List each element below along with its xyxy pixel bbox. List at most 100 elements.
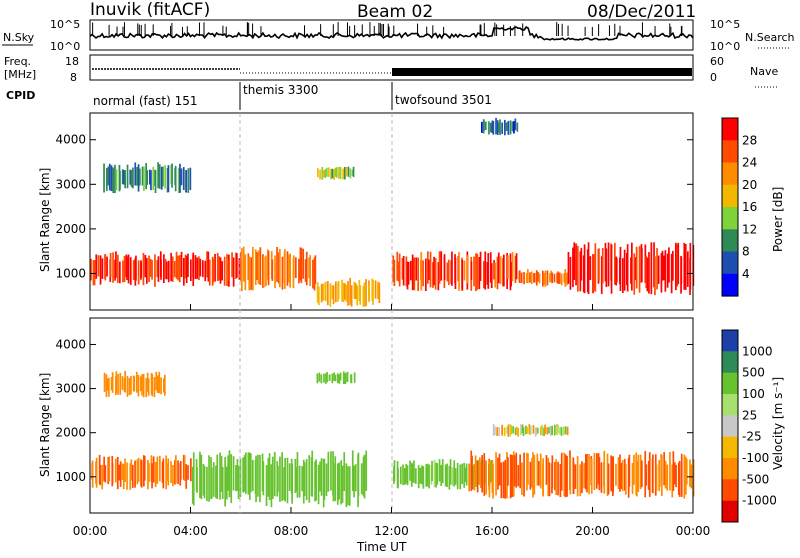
scatter-cell [337,281,340,299]
scatter-cell [478,257,481,289]
scatter-cell [157,256,160,282]
scatter-cell [167,165,170,193]
scatter-cell [162,166,164,187]
scatter-cell [295,257,297,278]
scatter-cell [263,256,265,288]
scatter-cell [142,373,145,398]
scatter-cell [237,465,240,500]
scatter-cell [604,242,607,282]
scatter-cell [294,459,297,493]
scatter-cell [374,280,377,299]
scatter-cell [104,465,107,483]
scatter-cell [134,162,137,186]
scatter-cell [315,459,317,501]
power-y-ticks: 1000 2000 3000 4000 [55,133,693,280]
scatter-cell [393,259,396,286]
scatter-cell [163,378,165,393]
scatter-cell [311,450,314,497]
scatter-cell [480,463,482,488]
scatter-cell [372,279,374,305]
scatter-cell [101,258,104,279]
scatter-cell [499,119,501,136]
colorbar-segment [722,479,738,502]
scatter-cell [498,426,500,436]
scatter-cell [623,458,626,491]
scatter-cell [363,282,366,307]
scatter-cell [235,252,237,279]
scatter-cell [514,427,517,436]
scatter-cell [265,465,268,506]
scatter-cell [523,272,525,285]
scatter-cell [108,377,110,397]
scatter-cell [259,454,261,503]
freq-label-2: [MHz] [4,68,36,81]
scatter-cell [410,462,413,487]
nsearch-tick-top: 10^5 [710,18,740,31]
scatter-cell [126,376,129,397]
scatter-cell [119,170,121,190]
scatter-cell [490,460,492,483]
scatter-cell [207,251,210,282]
scatter-cell [352,166,355,177]
scatter-cell [441,459,444,484]
scatter-cell [492,463,494,499]
scatter-cell [336,463,339,505]
scatter-cell [507,457,509,486]
scatter-cell [164,258,167,280]
scatter-cell [498,453,501,486]
scatter-cell [139,376,142,392]
scatter-cell [365,279,367,307]
scatter-cell [152,166,155,191]
scatter-cell [191,466,194,504]
scatter-cell [626,244,629,292]
scatter-cell [641,460,643,488]
scatter-cell [410,260,412,281]
scatter-cell [448,465,451,490]
scatter-cell [658,460,660,492]
scatter-cell [353,465,355,498]
scatter-cell [145,163,147,190]
scatter-cell [607,463,610,495]
scatter-cell [538,461,540,486]
scatter-cell [122,464,125,490]
scatter-cell [409,460,411,481]
scatter-cell [322,170,325,178]
scatter-cell [421,465,423,485]
scatter-cell [206,466,208,502]
scatter-cell [190,458,192,482]
scatter-cell [214,253,216,282]
scatter-cell [338,166,340,179]
scatter-cell [504,459,507,499]
nsky-tick-bottom: 10^0 [50,40,80,53]
scatter-cell [226,466,228,500]
scatter-cell [509,120,512,135]
scatter-cell [343,452,346,492]
scatter-cell [328,374,331,381]
scatter-cell [633,454,635,485]
scatter-cell [536,427,539,434]
scatter-cell [151,463,153,489]
x-tick-label: 20:00 [575,524,610,538]
scatter-cell [189,167,192,191]
scatter-cell [185,255,188,283]
scatter-cell [324,281,327,302]
scatter-cell [177,255,179,281]
nsearch-label: N.Search [745,31,795,44]
scatter-cell [541,424,544,436]
scatter-cell [333,372,335,381]
scatter-cell [252,247,254,291]
scatter-cell [543,273,546,285]
scatter-cell [137,164,140,192]
scatter-cell [277,465,279,493]
scatter-cell [321,167,324,180]
scatter-cell [247,253,250,280]
scatter-cell [533,273,536,283]
scatter-cell [158,371,161,394]
scatter-cell [494,426,496,435]
scatter-cell [564,426,567,435]
scatter-cell [134,460,136,488]
scatter-cell [438,459,441,482]
scatter-cell [154,461,157,488]
scatter-cell [406,465,409,486]
scatter-cell [202,464,205,496]
